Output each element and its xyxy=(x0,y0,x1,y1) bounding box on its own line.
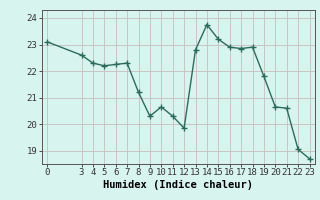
X-axis label: Humidex (Indice chaleur): Humidex (Indice chaleur) xyxy=(103,180,253,190)
